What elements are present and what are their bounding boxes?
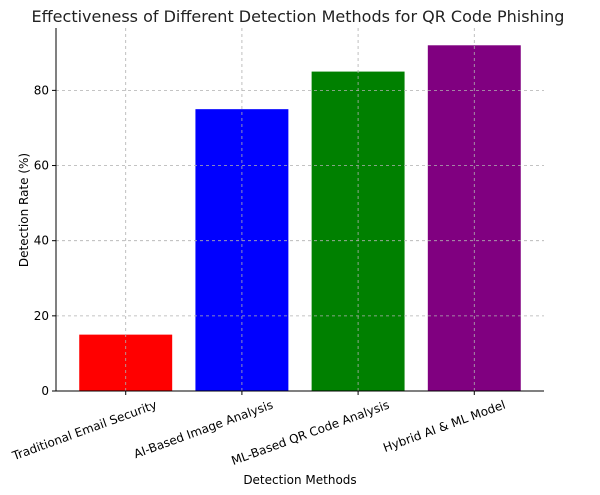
y-axis-label: Detection Rate (%) — [17, 153, 31, 267]
y-tick-label-0: 0 — [41, 384, 49, 398]
axes-layer — [55, 28, 544, 392]
y-tick-label-1: 20 — [34, 309, 49, 323]
bars-layer — [79, 45, 521, 392]
bar-3 — [427, 45, 521, 391]
chart-title: Effectiveness of Different Detection Met… — [32, 7, 565, 26]
y-tick-label-4: 80 — [34, 83, 49, 97]
bar-0 — [79, 334, 173, 391]
x-axis-label: Detection Methods — [243, 473, 356, 487]
x-tick-label-3: Hybrid AI & ML Model — [381, 398, 507, 455]
y-tick-label-3: 60 — [34, 159, 49, 173]
grid-layer — [56, 28, 544, 391]
y-tick-label-2: 40 — [34, 234, 49, 248]
